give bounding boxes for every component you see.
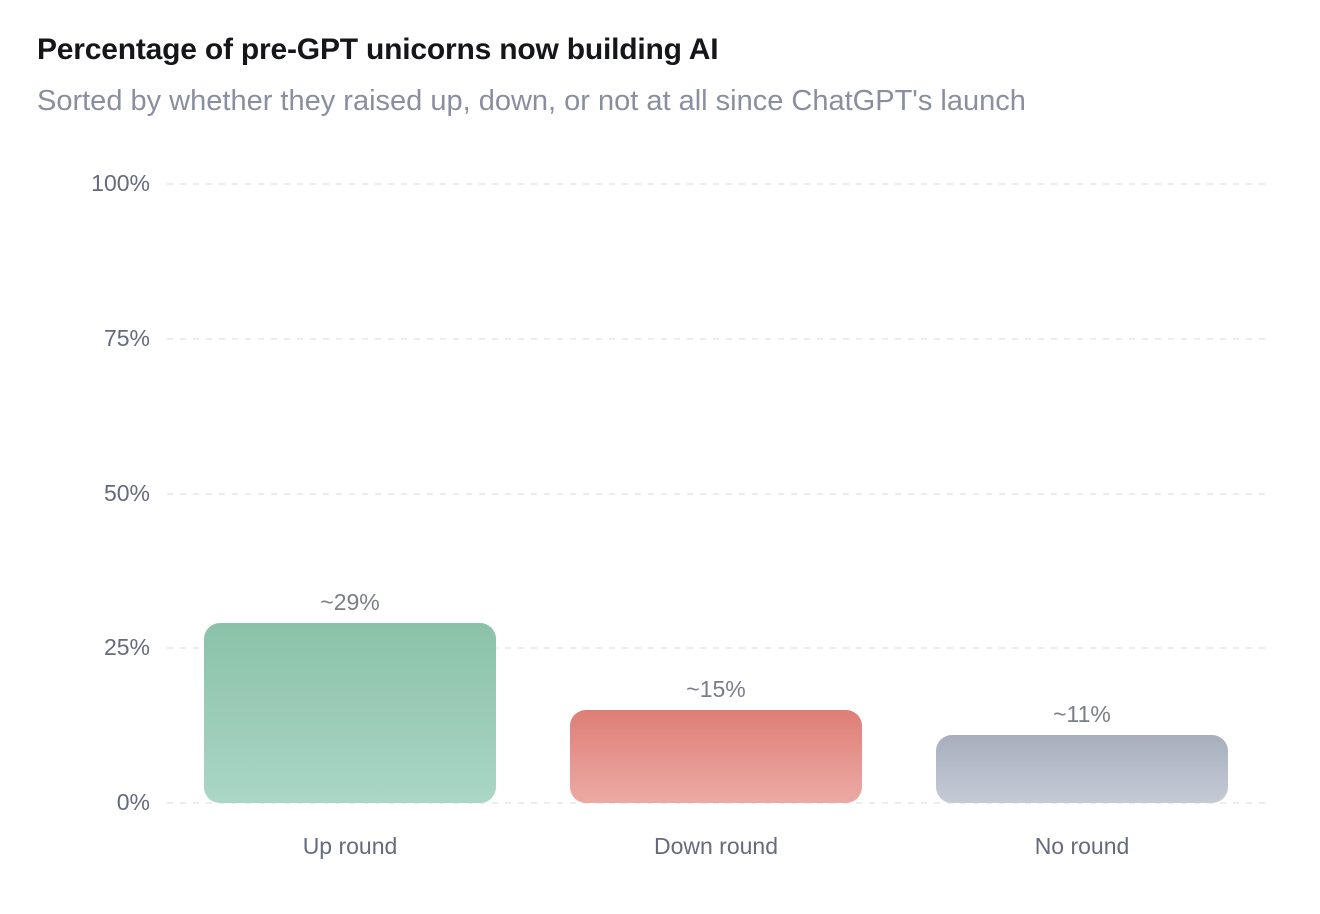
x-axis-category-label: No round [1034,833,1130,859]
y-axis-tick-label: 50% [103,479,150,506]
bar-value-label: ~11% [1053,700,1111,727]
y-axis-tick-label: 100% [91,170,150,196]
x-axis-category-label: Down round [653,833,779,859]
bar-value-label: ~15% [686,676,746,703]
x-axis-category-label: Up round [302,833,398,859]
y-axis-tick-label: 0% [116,789,150,815]
gridline-25 [167,647,1265,650]
bar-up-round [204,623,496,803]
y-axis-tick-label: 75% [103,324,150,351]
bar-no-round [936,734,1228,803]
bar-down-round [570,710,862,803]
chart-title: Percentage of pre-GPT unicorns now build… [37,33,719,66]
chart-subtitle: Sorted by whether they raised up, down, … [37,85,1026,117]
y-axis-tick-label: 25% [103,634,150,661]
gridline-0 [167,802,1265,804]
gridline-50 [167,492,1265,495]
gridline-100 [167,183,1265,185]
bar-value-label: ~29% [320,589,380,616]
gridline-75 [167,337,1265,340]
